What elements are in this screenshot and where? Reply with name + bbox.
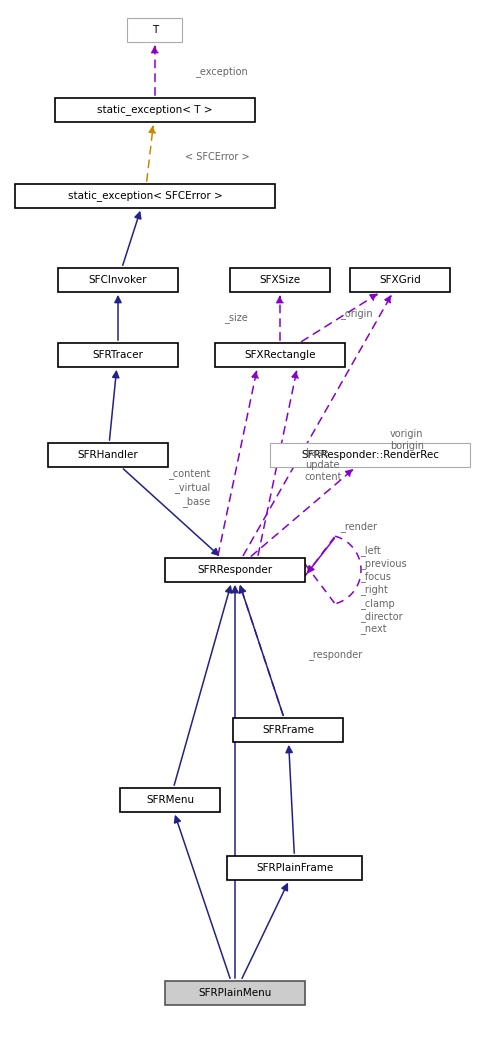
FancyBboxPatch shape [229,268,329,292]
Text: SFXGrid: SFXGrid [378,275,420,285]
FancyBboxPatch shape [15,184,275,208]
FancyBboxPatch shape [349,268,449,292]
Text: SFXRectangle: SFXRectangle [244,351,315,360]
FancyBboxPatch shape [58,268,178,292]
Text: base
update
content: base update content [304,448,342,482]
Text: vorigin
borigin: vorigin borigin [389,429,423,451]
Text: SFRMenu: SFRMenu [145,795,193,805]
FancyBboxPatch shape [165,558,304,582]
Text: SFRResponder::RenderRec: SFRResponder::RenderRec [300,450,438,460]
Text: T: T [152,25,158,35]
Text: _render: _render [339,522,376,532]
Text: _left
_previous
_focus
_right
_clamp
_director
_next: _left _previous _focus _right _clamp _di… [359,544,406,636]
FancyBboxPatch shape [215,343,344,367]
FancyBboxPatch shape [227,856,362,880]
Text: _size: _size [224,312,248,324]
Text: SFRPlainMenu: SFRPlainMenu [198,988,271,998]
FancyBboxPatch shape [165,981,304,1005]
Text: SFRPlainFrame: SFRPlainFrame [256,863,333,873]
Text: _content
_virtual
_base: _content _virtual _base [167,470,210,506]
Text: < SFCError >: < SFCError > [185,152,249,162]
FancyBboxPatch shape [120,788,219,812]
FancyBboxPatch shape [127,18,182,43]
FancyBboxPatch shape [48,443,168,467]
Text: SFXSize: SFXSize [259,275,300,285]
Text: _exception: _exception [194,66,247,78]
Text: static_exception< SFCError >: static_exception< SFCError > [68,191,222,201]
Text: SFRHandler: SFRHandler [77,450,138,460]
FancyBboxPatch shape [232,718,342,742]
Text: SFCInvoker: SFCInvoker [89,275,147,285]
FancyBboxPatch shape [269,443,469,467]
FancyBboxPatch shape [55,99,254,122]
Text: SFRTracer: SFRTracer [92,351,143,360]
FancyBboxPatch shape [58,343,178,367]
Text: static_exception< T >: static_exception< T > [97,105,212,115]
Text: SFRFrame: SFRFrame [262,725,313,735]
Text: _origin: _origin [339,309,372,319]
Text: _responder: _responder [307,649,361,661]
Text: SFRResponder: SFRResponder [197,565,272,574]
